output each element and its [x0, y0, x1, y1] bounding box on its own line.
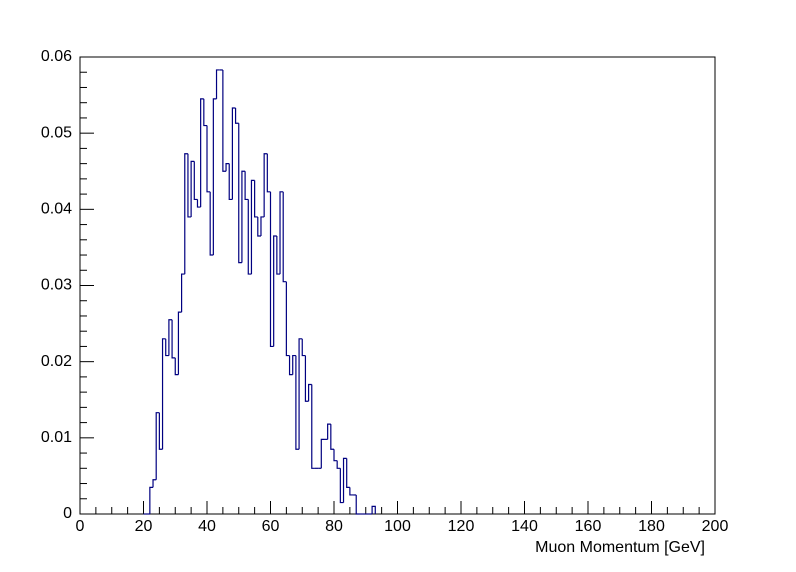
- histogram-bin: [187, 153, 192, 218]
- histogram-bin: [206, 125, 211, 193]
- histogram-bin: [336, 460, 341, 469]
- histogram-bin: [330, 424, 334, 450]
- histogram-bin: [276, 235, 281, 275]
- histogram-bin: [346, 458, 350, 488]
- histogram-bin: [171, 319, 176, 359]
- x-tick-label: 180: [638, 518, 665, 535]
- x-tick-label: 60: [262, 518, 280, 535]
- y-tick-label: 0.04: [41, 201, 72, 218]
- histogram-bin: [250, 179, 255, 275]
- histogram-bin: [177, 311, 182, 375]
- histogram-bin: [181, 273, 185, 313]
- histogram-bin: [266, 153, 271, 193]
- histogram-bin: [295, 355, 300, 450]
- y-tick-label: 0.02: [41, 353, 72, 370]
- x-tick-label: 40: [198, 518, 216, 535]
- histogram-bin: [165, 338, 169, 357]
- histogram-bin: [152, 479, 157, 488]
- x-tick-label: 0: [76, 518, 85, 535]
- histogram-bin: [234, 108, 239, 124]
- histogram-bin: [308, 383, 312, 402]
- plot-frame: [79, 56, 716, 515]
- histogram-bin: [333, 449, 338, 462]
- histogram-bin: [355, 494, 360, 515]
- histogram-bin: [342, 457, 347, 503]
- histogram-bin: [215, 69, 220, 99]
- histogram-bin: [282, 191, 287, 283]
- histogram-bin: [184, 153, 188, 275]
- x-tick-label: 140: [511, 518, 538, 535]
- histogram-bin: [193, 161, 198, 201]
- histogram-bin: [200, 98, 204, 208]
- histogram-bin: [298, 338, 303, 450]
- y-tick-label: 0.03: [41, 277, 72, 294]
- histogram-bin: [320, 438, 325, 469]
- histogram-bin: [228, 163, 233, 201]
- y-tick-label: 0.01: [41, 429, 72, 446]
- histogram-bin: [349, 487, 354, 496]
- histogram-bin: [263, 153, 268, 217]
- x-tick-label: 160: [575, 518, 602, 535]
- x-tick-label: 200: [702, 518, 729, 535]
- histogram-bin: [155, 412, 160, 480]
- histogram-bin: [339, 468, 344, 504]
- histogram-bin: [254, 180, 258, 218]
- histogram-bin: [174, 357, 179, 376]
- histogram-bin: [371, 505, 376, 514]
- histogram-bin: [292, 354, 296, 375]
- histogram-bin: [247, 199, 252, 275]
- x-tick-label: 120: [448, 518, 475, 535]
- histogram-bin: [161, 338, 166, 450]
- histogram-bin: [149, 486, 154, 514]
- histogram-bin: [327, 423, 331, 440]
- x-tick-label: 80: [325, 518, 343, 535]
- histogram-bin: [196, 199, 201, 208]
- histogram-bin: [311, 384, 315, 469]
- histogram-bin: [260, 216, 265, 236]
- histogram-bin: [158, 412, 163, 450]
- y-tick-label: 0: [63, 505, 72, 522]
- histogram-bin: [222, 69, 227, 172]
- histogram-bin: [269, 191, 274, 348]
- histogram-bin: [279, 191, 284, 275]
- histogram-bin: [301, 338, 306, 357]
- y-tick-label: 0.05: [41, 124, 72, 141]
- histogram-bin: [190, 160, 195, 217]
- histogram-bin: [244, 171, 249, 201]
- histogram-bin: [238, 123, 242, 264]
- histogram-bin: [209, 191, 214, 256]
- histogram-bin: [304, 355, 309, 402]
- x-tick-label: 100: [384, 518, 411, 535]
- histogram-bin: [288, 355, 293, 376]
- histogram-bin: [231, 107, 236, 200]
- histogram-bin: [225, 163, 230, 172]
- histogram-bin: [212, 98, 217, 256]
- x-axis-label: Muon Momentum [GeV]: [535, 539, 705, 556]
- histogram-bin: [168, 319, 173, 356]
- y-tick-label: 0.06: [41, 48, 72, 65]
- histogram-bin: [273, 235, 277, 347]
- histogram-bin: [257, 216, 261, 237]
- histogram-bin: [285, 281, 290, 357]
- histogram-bin: [241, 170, 246, 263]
- x-tick-label: 20: [135, 518, 153, 535]
- histogram-bin: [203, 98, 207, 127]
